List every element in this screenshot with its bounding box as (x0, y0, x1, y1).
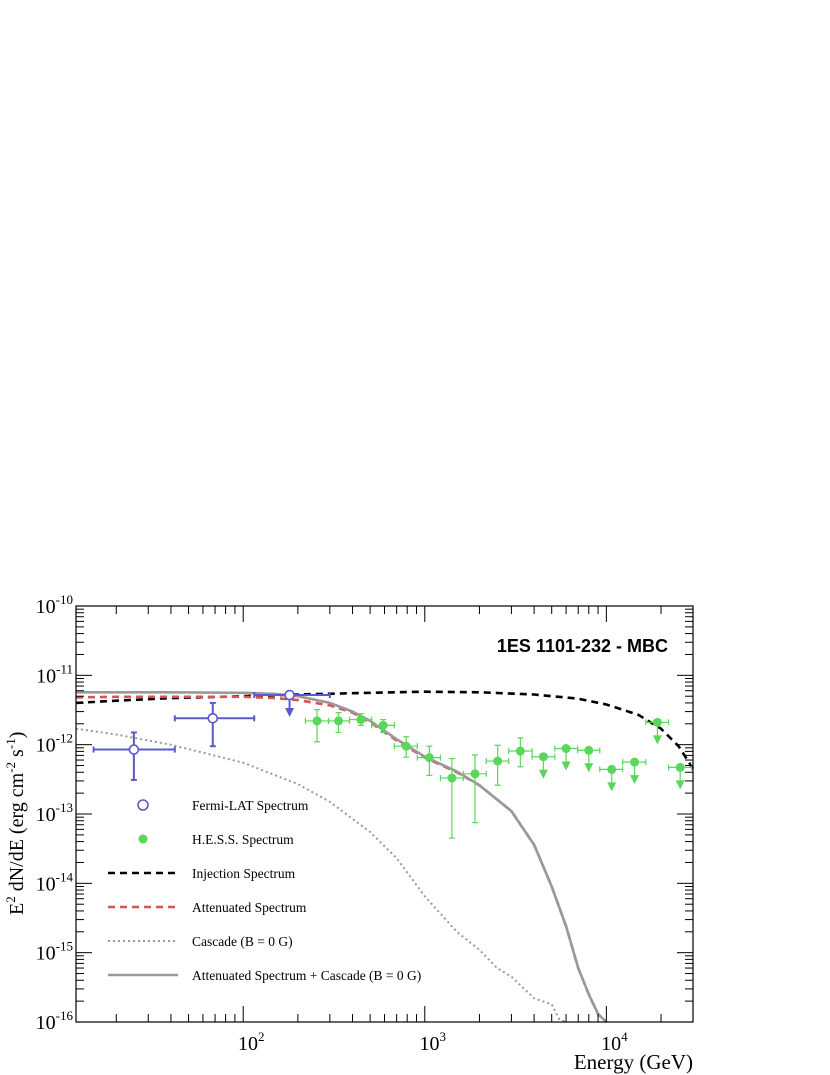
cascade-b-0-g-curve (75, 727, 567, 1023)
legend-marker (138, 834, 148, 844)
hess-point-marker (356, 715, 366, 725)
fermi-point (253, 689, 331, 718)
legend-marker (137, 799, 149, 811)
hess-point-ul-arrow (607, 782, 617, 792)
legend-label: Attenuated Spectrum + Cascade (B = 0 G) (192, 968, 421, 983)
hess-point-marker (312, 716, 322, 726)
fermi-point-marker (207, 713, 219, 724)
hess-point-ul-arrow (538, 769, 548, 779)
hess-point (439, 757, 464, 839)
hess-point-marker (470, 769, 480, 779)
hess-point-marker (515, 746, 525, 756)
hess-point-marker (607, 764, 617, 774)
legend-item: Cascade (B = 0 G) (108, 934, 293, 949)
hess-point-marker (447, 773, 457, 783)
hess-point-ul-arrow (584, 763, 594, 773)
x-tick-label: 104 (601, 1029, 628, 1055)
hess-point-ul-arrow (630, 775, 640, 785)
hess-point (531, 752, 556, 779)
fermi-point (173, 701, 256, 748)
y-tick-label: 10-15 (36, 939, 73, 965)
hess-point (645, 717, 670, 745)
legend-item: Attenuated Spectrum (108, 900, 307, 915)
hess-point-marker (401, 741, 411, 751)
hess-point (393, 736, 418, 758)
x-axis-label: Energy (GeV) (574, 1050, 693, 1074)
y-axis-label: E2 dN/dE (erg cm-2 s-1) (3, 732, 28, 915)
y-tick-label: 10-13 (36, 800, 73, 826)
hess-point-marker (378, 720, 388, 730)
hess-point-marker (538, 752, 548, 762)
hess-point-ul-arrow (675, 780, 685, 790)
hess-point (485, 744, 510, 786)
axis-ticks (76, 605, 694, 1023)
hess-point (371, 718, 395, 734)
hess-point-marker (675, 762, 685, 772)
hess-point (554, 744, 579, 771)
legend-item: Attenuated Spectrum + Cascade (B = 0 G) (108, 968, 421, 983)
legend-item: Injection Spectrum (108, 866, 296, 881)
hess-point (577, 745, 601, 773)
hess-point (599, 764, 624, 792)
fermi-point-marker (284, 689, 295, 701)
legend-item: H.E.S.S. Spectrum (138, 832, 294, 847)
hess-point (327, 712, 351, 734)
y-tick-label: 10-10 (36, 592, 73, 618)
legend-label: Fermi-LAT Spectrum (192, 798, 309, 813)
hess-point-marker (630, 757, 640, 767)
chart-title: 1ES 1101-232 - MBC (497, 636, 668, 656)
fermi-point (92, 731, 176, 781)
hess-point (622, 757, 647, 785)
legend-label: Injection Spectrum (192, 866, 296, 881)
y-tick-label: 10-16 (36, 1008, 74, 1034)
hess-point (416, 745, 442, 777)
legend: Fermi-LAT Spectrum H.E.S.S. Spectrum Injec… (108, 798, 421, 983)
tick-labels: 102 103 104 10-16 10-15 10-14 10-13 10-12 10-11 1… (36, 592, 628, 1055)
hess-point-ul-arrow (561, 761, 571, 771)
hess-point (667, 762, 693, 790)
hess-point (348, 713, 373, 726)
plot-frame (75, 605, 694, 1023)
legend-item: Fermi-LAT Spectrum (137, 798, 309, 813)
hess-point-marker (584, 745, 594, 755)
hess-point (508, 737, 533, 768)
legend-label: H.E.S.S. Spectrum (192, 832, 294, 847)
fermi-point-marker (128, 744, 140, 755)
x-tick-label: 102 (238, 1029, 265, 1055)
hess-point-ul-arrow (652, 735, 662, 745)
legend-label: Attenuated Spectrum (192, 900, 307, 915)
y-tick-label: 10-11 (36, 661, 73, 687)
hess-point-marker (493, 756, 503, 766)
hess-point (304, 709, 330, 743)
hess-point-marker (424, 753, 434, 763)
y-tick-label: 10-14 (36, 869, 74, 895)
fermi-point-ul-arrow (285, 708, 295, 718)
data-points (92, 689, 693, 839)
x-tick-label: 103 (420, 1029, 447, 1055)
y-tick-label: 10-12 (36, 731, 73, 757)
hess-point-marker (561, 744, 571, 754)
hess-point-marker (334, 716, 344, 726)
legend-label: Cascade (B = 0 G) (192, 934, 293, 949)
hess-point-marker (652, 717, 662, 727)
hess-point (462, 754, 487, 824)
